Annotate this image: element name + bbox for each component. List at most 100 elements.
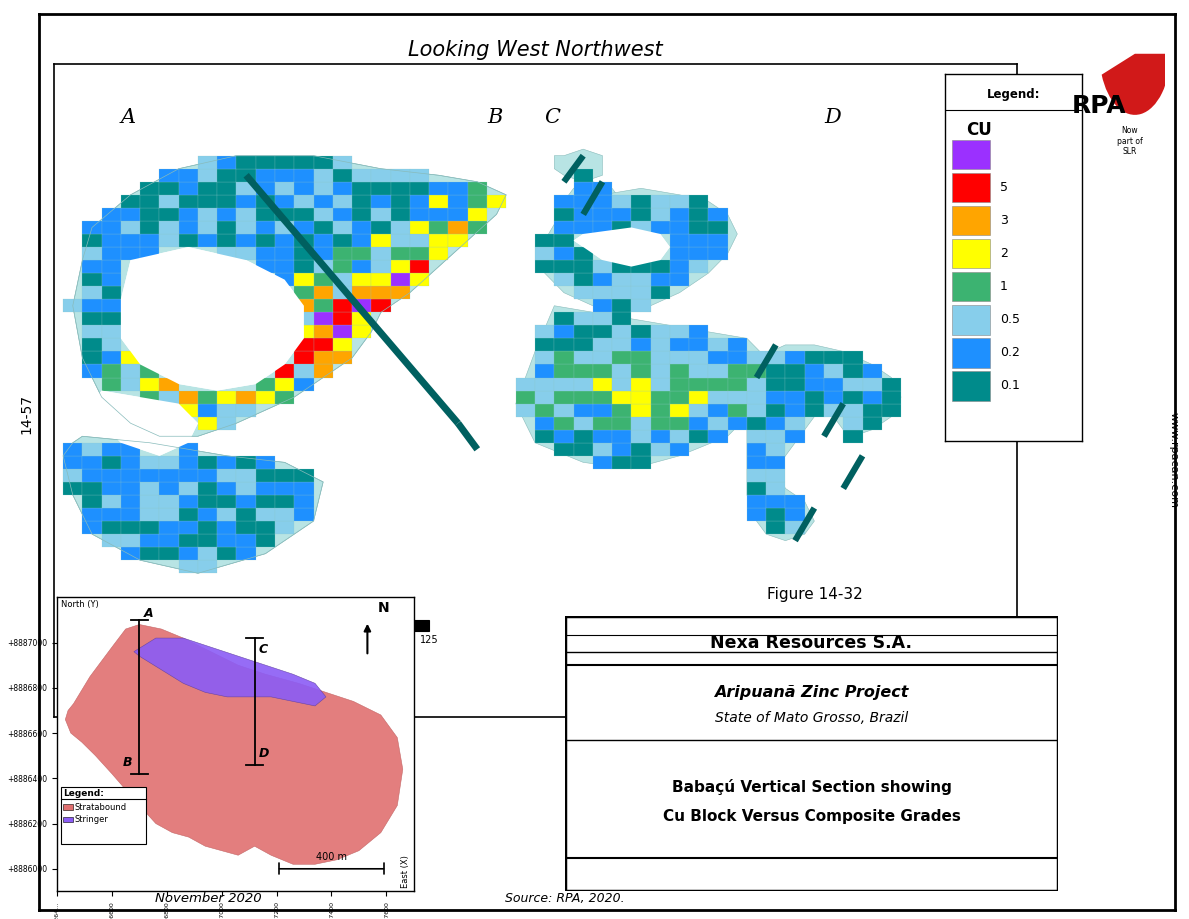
Bar (275, 247, 295, 260)
Bar (612, 365, 631, 378)
Text: 100: 100 (372, 635, 390, 645)
Polygon shape (564, 182, 622, 221)
Bar (631, 391, 650, 403)
Bar (573, 182, 593, 195)
Bar (237, 155, 256, 169)
Bar (82, 495, 102, 508)
Bar (82, 286, 102, 300)
Bar (352, 182, 371, 195)
Text: Stringer: Stringer (75, 815, 108, 824)
Bar (333, 182, 352, 195)
Bar (314, 247, 333, 260)
Bar (612, 338, 631, 351)
Bar (690, 365, 709, 378)
Bar (63, 300, 82, 312)
Bar (467, 195, 487, 208)
Bar (952, 239, 990, 268)
Bar (371, 286, 390, 300)
Text: 5: 5 (1000, 181, 1008, 194)
Bar (593, 338, 612, 351)
Bar (631, 195, 650, 208)
Bar (188, 620, 237, 630)
Bar (669, 378, 690, 391)
Bar (390, 195, 410, 208)
Bar (102, 521, 121, 534)
Bar (390, 273, 410, 286)
Bar (631, 416, 650, 430)
Bar (786, 403, 805, 416)
Text: www.rpacan.com: www.rpacan.com (1169, 412, 1178, 507)
Bar (352, 169, 371, 182)
Bar (776, 620, 824, 630)
Bar (102, 273, 121, 286)
Bar (295, 338, 314, 351)
Bar (256, 482, 275, 495)
Bar (352, 312, 371, 325)
Bar (380, 620, 429, 630)
Bar (333, 169, 352, 182)
Bar (593, 182, 612, 195)
Bar (390, 182, 410, 195)
Bar (669, 416, 690, 430)
Bar (82, 300, 102, 312)
Bar (256, 247, 275, 260)
Bar (650, 416, 669, 430)
Polygon shape (554, 149, 603, 182)
Bar (690, 208, 709, 221)
Bar (140, 378, 159, 391)
Text: 75: 75 (327, 635, 339, 645)
Bar (121, 534, 140, 547)
Bar (295, 286, 314, 300)
Bar (650, 221, 669, 234)
Bar (140, 234, 159, 247)
Bar (197, 534, 218, 547)
Bar (882, 403, 901, 416)
Bar (573, 403, 593, 416)
Bar (429, 247, 448, 260)
Bar (237, 169, 256, 182)
Bar (140, 221, 159, 234)
Bar (410, 273, 429, 286)
Bar (352, 300, 371, 312)
Bar (159, 495, 178, 508)
Bar (121, 547, 140, 561)
Bar (82, 312, 102, 325)
Bar (709, 247, 728, 260)
Bar (140, 365, 159, 378)
Bar (554, 260, 573, 273)
Bar (121, 508, 140, 521)
Bar (786, 508, 805, 521)
Bar (728, 351, 747, 365)
Bar (612, 260, 631, 273)
Bar (429, 221, 448, 234)
Bar (314, 169, 333, 182)
Bar (747, 416, 766, 430)
Bar (102, 443, 121, 456)
Bar (159, 534, 178, 547)
Text: 50: 50 (673, 635, 686, 645)
Bar (371, 169, 390, 182)
Text: Legend:: Legend: (987, 88, 1040, 101)
Bar (140, 495, 159, 508)
Bar (669, 234, 690, 247)
Bar (333, 155, 352, 169)
Bar (218, 403, 237, 416)
Polygon shape (747, 345, 901, 540)
Bar (669, 247, 690, 260)
Bar (159, 221, 178, 234)
Bar (178, 456, 197, 469)
Bar (63, 456, 82, 469)
Bar (63, 443, 82, 456)
Bar (429, 234, 448, 247)
Bar (275, 495, 295, 508)
Bar (218, 508, 237, 521)
Bar (295, 378, 314, 391)
Bar (709, 234, 728, 247)
Bar (593, 300, 612, 312)
Bar (295, 469, 314, 482)
Bar (766, 508, 786, 521)
Bar (573, 416, 593, 430)
Bar (631, 403, 650, 416)
Bar (535, 234, 554, 247)
Bar (862, 365, 882, 378)
